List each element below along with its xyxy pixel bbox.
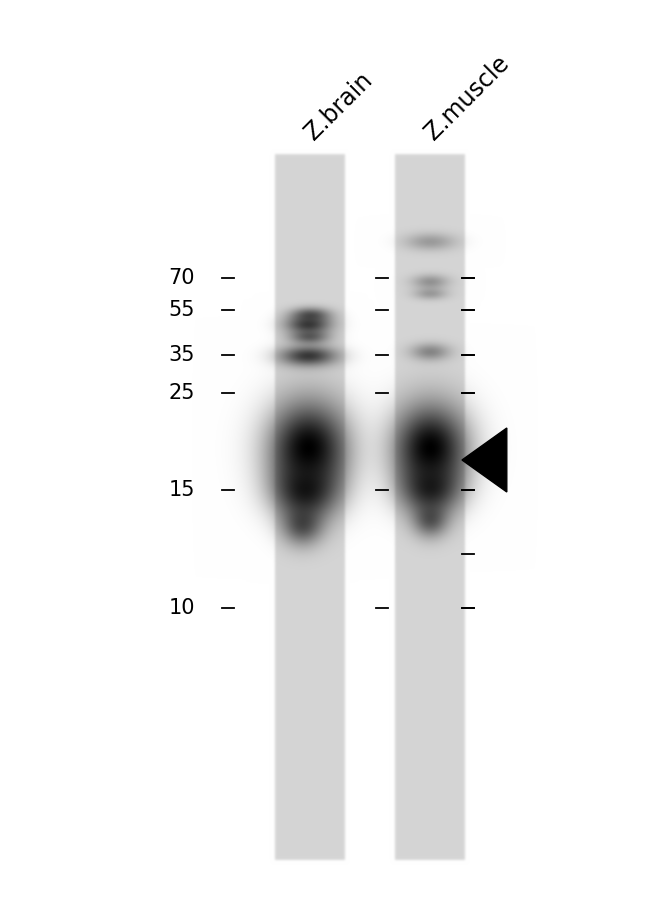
Text: 15: 15 (168, 480, 195, 500)
Polygon shape (462, 428, 507, 492)
Text: 25: 25 (168, 383, 195, 403)
Text: 70: 70 (168, 268, 195, 288)
Text: 55: 55 (168, 300, 195, 320)
Text: Z.brain: Z.brain (301, 68, 378, 145)
Text: 10: 10 (168, 598, 195, 618)
Text: 35: 35 (168, 345, 195, 365)
Text: Z.muscle: Z.muscle (421, 52, 514, 145)
